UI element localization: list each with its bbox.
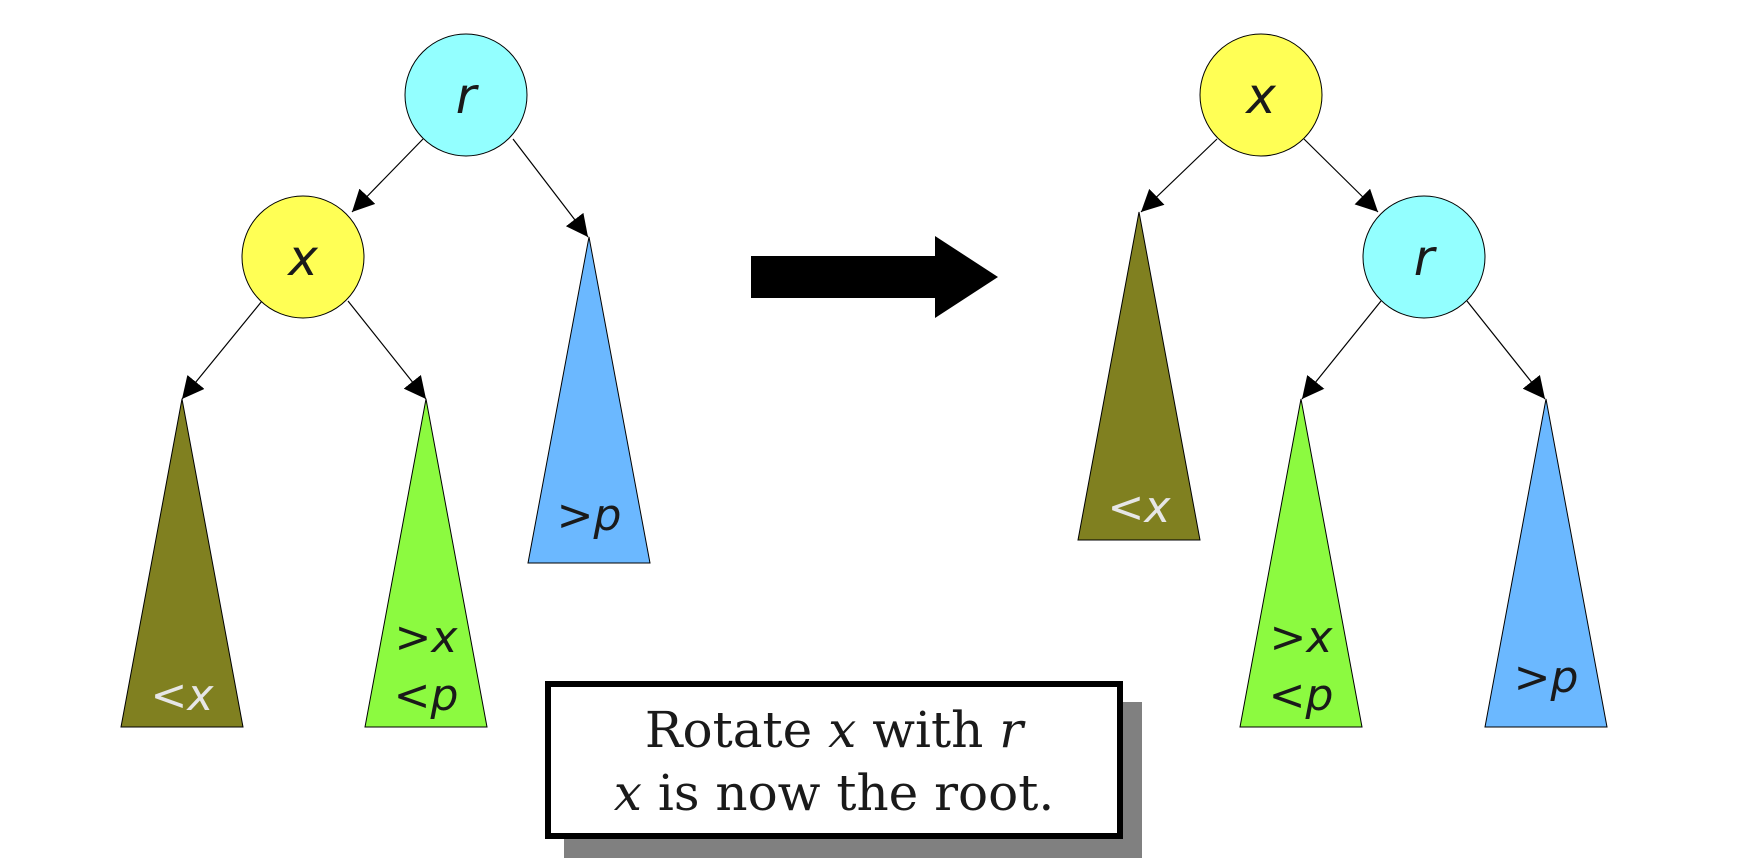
- subtree-mid: >x <p: [364, 398, 488, 728]
- subtree-lt-x-after-triangle: [1077, 211, 1201, 541]
- subtree-lt-x-triangle: [120, 398, 244, 728]
- node-root-x-after-label: x: [1244, 67, 1276, 125]
- subtree-lt-x: <x: [120, 398, 244, 728]
- subtree-mid-triangle: [364, 398, 488, 728]
- subtree-mid-label-line2: <p: [394, 670, 459, 721]
- node-child-x-label: x: [286, 229, 318, 287]
- before-tree: <x >x <p >p r x: [120, 33, 651, 728]
- caption-box: Rotate x with r x is now the root.: [545, 681, 1142, 858]
- edge-r-to-gt-p-after: [1466, 300, 1546, 400]
- after-tree: <x >x <p >p x r: [1077, 33, 1608, 728]
- node-root-x-after-circle: [1199, 33, 1323, 157]
- subtree-lt-x-after-label: <x: [1108, 482, 1172, 533]
- subtree-gt-p-after: >p: [1484, 398, 1608, 728]
- subtree-mid-after-label-line1: >x: [1270, 612, 1334, 663]
- node-child-r-after: r: [1362, 195, 1486, 319]
- caption-line-2: x is now the root.: [614, 764, 1055, 822]
- node-child-x: x: [241, 195, 365, 319]
- transform-arrow-icon: [751, 236, 998, 318]
- subtree-mid-after-triangle: [1239, 398, 1363, 728]
- edge-r-to-gt-p: [512, 138, 589, 238]
- edge-x-to-lt-x-after: [1140, 138, 1218, 213]
- subtree-mid-after: >x <p: [1239, 398, 1363, 728]
- edge-r-to-mid-after: [1301, 300, 1382, 400]
- node-child-r-after-label: r: [1414, 229, 1438, 287]
- edge-x-to-mid: [347, 300, 427, 400]
- subtree-gt-p-triangle: [527, 236, 651, 564]
- edge-x-to-r-after: [1303, 138, 1379, 213]
- subtree-gt-p-label: >p: [557, 490, 622, 541]
- edge-x-to-lt-x: [181, 300, 263, 400]
- subtree-lt-x-after: <x: [1077, 211, 1201, 541]
- node-root-r: r: [404, 33, 528, 157]
- subtree-gt-p: >p: [527, 236, 651, 564]
- node-root-r-label: r: [456, 67, 480, 125]
- node-child-x-circle: [241, 195, 365, 319]
- subtree-gt-p-after-label: >p: [1514, 652, 1579, 703]
- edge-r-to-x: [351, 138, 424, 213]
- caption-frame: [545, 681, 1123, 839]
- subtree-gt-p-after-triangle: [1484, 398, 1608, 728]
- subtree-lt-x-label: <x: [151, 670, 215, 721]
- node-child-r-after-circle: [1362, 195, 1486, 319]
- node-root-r-circle: [404, 33, 528, 157]
- subtree-mid-after-label-line2: <p: [1269, 670, 1334, 721]
- caption-line-1: Rotate x with r: [645, 701, 1026, 759]
- node-root-x-after: x: [1199, 33, 1323, 157]
- subtree-mid-label-line1: >x: [395, 612, 459, 663]
